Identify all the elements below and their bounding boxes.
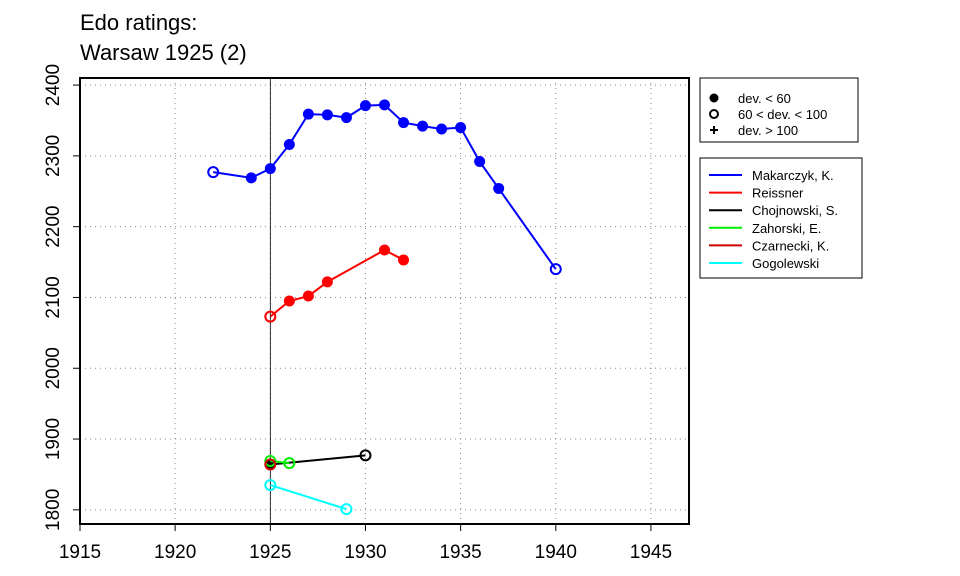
data-point — [264, 458, 277, 471]
data-point — [359, 449, 372, 462]
y-tick-label: 2000 — [43, 347, 64, 389]
x-tick-label: 1940 — [535, 542, 577, 563]
series-4 — [264, 458, 277, 471]
series-group — [207, 99, 562, 516]
x-tick-label: 1945 — [630, 542, 672, 563]
symbol-legend-item: dev. > 100 — [710, 123, 798, 138]
data-point — [321, 109, 333, 121]
x-tick-label: 1930 — [344, 542, 386, 563]
data-point — [245, 172, 257, 184]
symbol-legend-item: 60 < dev. < 100 — [709, 107, 827, 122]
y-tick-label: 1800 — [43, 489, 64, 531]
data-point — [455, 122, 467, 134]
data-point — [417, 120, 429, 132]
data-point — [709, 93, 719, 103]
x-tick-label: 1920 — [154, 542, 196, 563]
data-point — [710, 126, 718, 134]
data-point — [379, 99, 390, 111]
data-point — [340, 112, 352, 124]
data-point — [549, 263, 562, 276]
y-tick-label: 2200 — [43, 206, 64, 248]
data-point — [264, 310, 277, 323]
chart-title-line-1: Edo ratings: — [80, 10, 198, 35]
data-point — [264, 163, 276, 175]
y-tick-label: 2400 — [43, 64, 64, 106]
series-5 — [264, 479, 353, 516]
data-point — [283, 457, 296, 470]
data-point — [283, 139, 295, 151]
x-axis: 1915 1920 1925 1930 1935 1940 1945 — [59, 524, 672, 563]
series-line — [213, 103, 557, 270]
series-legend-label: Makarczyk, K. — [752, 168, 834, 183]
series-legend-item: Makarczyk, K. — [709, 168, 834, 183]
data-point — [321, 276, 333, 288]
x-tick-label: 1925 — [249, 542, 291, 563]
series-legend: Makarczyk, K. Reissner Chojnowski, S. Zahor… — [699, 157, 863, 279]
series-1 — [264, 244, 410, 323]
y-tick-label: 1900 — [43, 418, 64, 460]
data-point — [207, 166, 220, 179]
series-legend-item: Gogolewski — [709, 256, 819, 271]
data-point — [474, 156, 486, 168]
data-point — [264, 479, 277, 492]
series-legend-label: Zahorski, E. — [752, 221, 821, 236]
symbol-legend-label: dev. > 100 — [738, 123, 798, 138]
plot-frame — [79, 77, 690, 525]
series-legend-box — [699, 157, 863, 279]
symbol-legend-label: dev. < 60 — [738, 91, 791, 106]
symbol-legend-label: 60 < dev. < 100 — [738, 107, 827, 122]
data-point — [379, 244, 390, 256]
series-legend-label: Reissner — [752, 186, 804, 201]
grid — [80, 78, 689, 524]
chart-title: Edo ratings: Warsaw 1925 (2) — [80, 8, 247, 68]
data-point — [398, 117, 410, 129]
data-point — [359, 100, 371, 112]
chart-title-line-2: Warsaw 1925 (2) — [80, 40, 247, 65]
y-tick-label: 2100 — [43, 276, 64, 318]
data-point — [264, 454, 277, 467]
symbol-legend-item: dev. < 60 — [709, 91, 791, 106]
data-point — [302, 108, 314, 120]
series-legend-item: Czarnecki, K. — [709, 238, 829, 253]
symbol-legend-box — [699, 77, 859, 143]
series-legend-item: Zahorski, E. — [709, 221, 821, 236]
series-legend-item: Reissner — [709, 186, 804, 201]
series-line — [270, 484, 347, 511]
data-point — [709, 109, 719, 119]
series-legend-label: Gogolewski — [752, 256, 819, 271]
data-point — [493, 182, 505, 194]
series-line — [269, 248, 404, 318]
x-tick-label: 1915 — [59, 542, 101, 563]
series-2 — [264, 449, 372, 471]
y-axis: 1800 1900 2000 2100 2200 2300 2400 — [43, 64, 80, 531]
data-point — [398, 254, 410, 266]
series-0 — [207, 99, 562, 276]
series-legend-label: Czarnecki, K. — [752, 238, 829, 253]
data-point — [436, 123, 448, 135]
data-point — [283, 295, 295, 307]
series-legend-label: Chojnowski, S. — [752, 203, 838, 218]
data-point — [302, 290, 314, 302]
x-tick-label: 1935 — [439, 542, 481, 563]
series-legend-item: Chojnowski, S. — [709, 203, 838, 218]
y-tick-label: 2300 — [43, 135, 64, 177]
data-point — [340, 503, 353, 516]
